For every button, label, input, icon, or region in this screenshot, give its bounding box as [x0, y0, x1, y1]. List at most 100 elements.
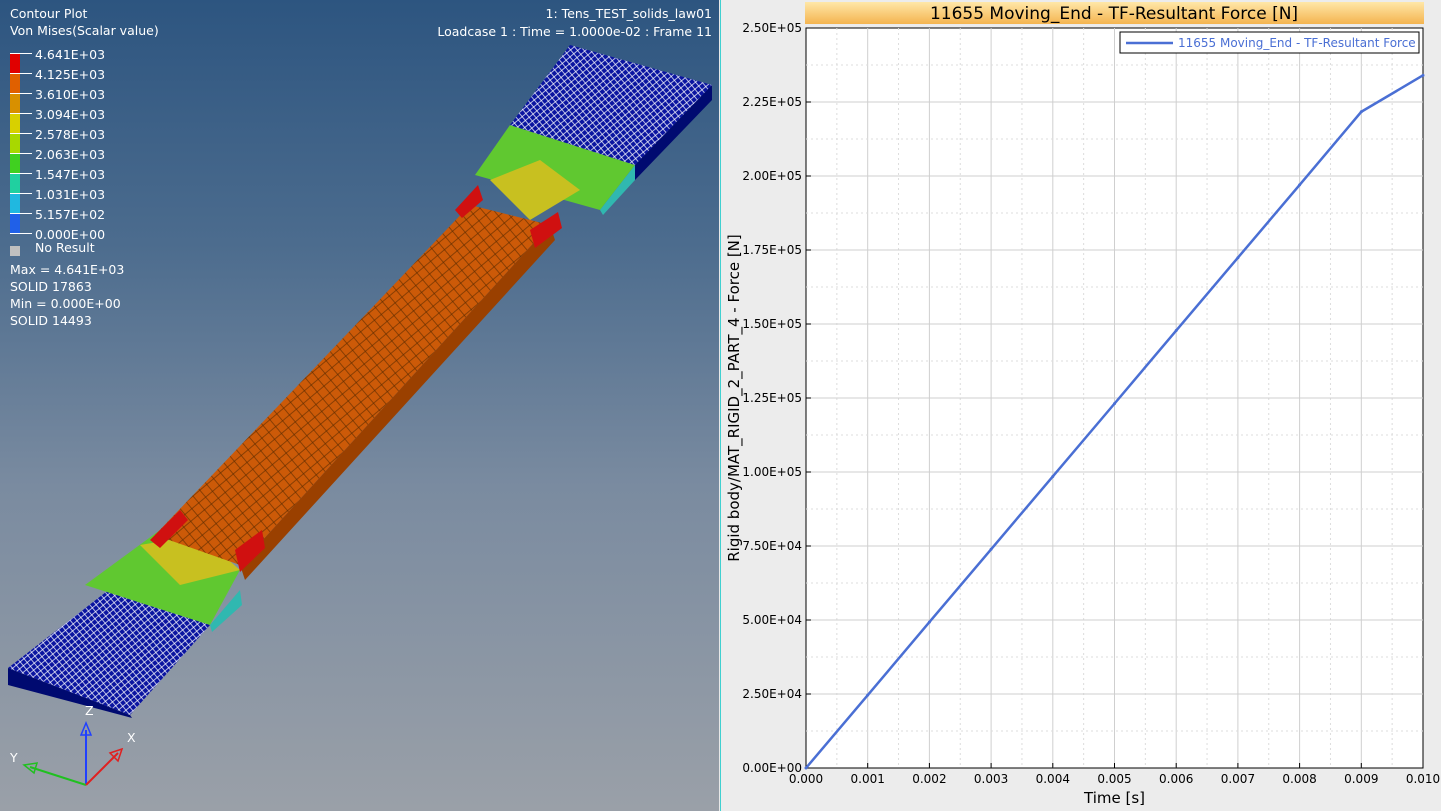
legend-color-swatch: [10, 73, 20, 93]
bottom-transition-side: [210, 590, 242, 632]
y-tick-label: 1.25E+05: [742, 391, 802, 405]
min-value: Min = 0.000E+00: [10, 296, 121, 311]
top-transition: [475, 125, 635, 210]
loadcase-info: Loadcase 1 : Time = 1.0000e-02 : Frame 1…: [437, 24, 712, 39]
top-transition-side: [600, 165, 635, 215]
series-point: [1236, 256, 1240, 260]
legend-color-swatch: [10, 133, 20, 153]
legend-tick: [10, 53, 32, 54]
y-tick-label: 2.00E+05: [742, 169, 802, 183]
series-point: [1174, 329, 1178, 333]
series-point: [989, 547, 993, 551]
legend-tick: [10, 133, 32, 134]
y-tick-label: 7.50E+04: [742, 539, 802, 553]
chart-legend-label: 11655 Moving_End - TF-Resultant Force: [1178, 36, 1416, 50]
legend-color-swatch: [10, 153, 20, 173]
series-point: [1421, 73, 1425, 77]
top-grip-mesh: [510, 45, 712, 165]
bottom-grip-mesh: [8, 585, 210, 715]
x-tick-label: 0.010: [1406, 772, 1440, 786]
bottom-grip-side: [8, 668, 132, 718]
legend-tick: [10, 153, 32, 154]
y-tick-label: 5.00E+04: [742, 613, 802, 627]
legend-tick: [10, 233, 32, 234]
bottom-transition-center: [140, 535, 240, 585]
x-tick-label: 0.006: [1159, 772, 1193, 786]
series-point: [1051, 474, 1055, 478]
legend-tick: [10, 93, 32, 94]
series-point: [927, 620, 931, 624]
series-point: [866, 693, 870, 697]
no-result-label: No Result: [35, 240, 95, 255]
y-axis-arrow: [22, 762, 39, 775]
legend-level-label: 1.031E+03: [35, 187, 106, 202]
min-entity: SOLID 14493: [10, 313, 92, 328]
legend-color-swatch: [10, 193, 20, 213]
legend-level-label: 4.125E+03: [35, 67, 106, 82]
legend-color-swatch: [10, 93, 20, 113]
chart-title-bar: [805, 2, 1424, 24]
x-tick-label: 0.004: [1036, 772, 1070, 786]
x-axis-arrow: [108, 747, 124, 763]
y-axis-line: [29, 766, 87, 786]
y-axis-label: Rigid body/MAT_RIGID_2_PART_4 - Force [N…: [725, 234, 744, 562]
x-tick-label: 0.001: [851, 772, 885, 786]
contour-plot-title: Contour Plot: [10, 6, 88, 21]
hotspot-3: [455, 185, 483, 218]
legend-level-label: 1.547E+03: [35, 167, 106, 182]
x-tick-label: 0.008: [1282, 772, 1316, 786]
triad-z-label: Z: [85, 703, 94, 718]
legend-level-label: 3.094E+03: [35, 107, 106, 122]
x-tick-label: 0.003: [974, 772, 1008, 786]
legend-color-swatch: [10, 113, 20, 133]
hotspot-4: [530, 212, 562, 248]
legend-color-swatch: [10, 173, 20, 193]
force-time-chart[interactable]: 11655 Moving_End - TF-Resultant Force [N…: [721, 0, 1441, 811]
coordinate-triad[interactable]: [0, 705, 140, 805]
x-axis-line: [85, 752, 119, 786]
legend-level-label: 3.610E+03: [35, 87, 106, 102]
legend-tick: [10, 193, 32, 194]
triad-y-label: Y: [10, 750, 18, 765]
x-axis-label: Time [s]: [1083, 789, 1145, 807]
max-entity: SOLID 17863: [10, 279, 92, 294]
y-tick-label: 0.00E+00: [742, 761, 802, 775]
no-result-swatch: [10, 246, 20, 256]
model-viewport[interactable]: Contour Plot Von Mises(Scalar value) 1: …: [0, 0, 719, 811]
result-type-label: Von Mises(Scalar value): [10, 23, 159, 38]
z-axis-arrow: [79, 721, 93, 736]
legend-color-swatch: [10, 53, 20, 73]
hotspot-2: [235, 530, 265, 572]
legend-level-label: 2.578E+03: [35, 127, 106, 142]
legend-level-label: 2.063E+03: [35, 147, 106, 162]
series-point: [804, 766, 808, 770]
y-tick-label: 1.50E+05: [742, 317, 802, 331]
xy-plot-window[interactable]: 11655 Moving_End - TF-Resultant Force [N…: [720, 0, 1441, 811]
chart-title: 11655 Moving_End - TF-Resultant Force [N…: [930, 4, 1298, 24]
triad-x-label: X: [127, 730, 136, 745]
top-transition-center: [490, 160, 580, 220]
legend-tick: [10, 73, 32, 74]
y-tick-label: 1.75E+05: [742, 243, 802, 257]
legend-color-swatch: [10, 213, 20, 233]
model-name: 1: Tens_TEST_solids_law01: [545, 6, 712, 21]
x-tick-label: 0.007: [1221, 772, 1255, 786]
x-tick-label: 0.000: [789, 772, 823, 786]
legend-tick: [10, 113, 32, 114]
max-value: Max = 4.641E+03: [10, 262, 125, 277]
legend-tick: [10, 213, 32, 214]
series-point: [1298, 183, 1302, 187]
y-tick-label: 1.00E+05: [742, 465, 802, 479]
y-tick-label: 2.50E+05: [742, 21, 802, 35]
legend-level-label: 4.641E+03: [35, 47, 106, 62]
legend-tick: [10, 173, 32, 174]
y-tick-label: 2.50E+04: [742, 687, 802, 701]
specimen-model[interactable]: [0, 0, 719, 811]
x-tick-label: 0.002: [912, 772, 946, 786]
series-point: [1113, 402, 1116, 406]
series-point: [1359, 110, 1363, 114]
chart-legend-box: [1119, 31, 1420, 54]
gauge-section-side: [240, 225, 555, 580]
hotspot-1: [150, 510, 188, 548]
gauge-section-mesh: [155, 205, 550, 565]
